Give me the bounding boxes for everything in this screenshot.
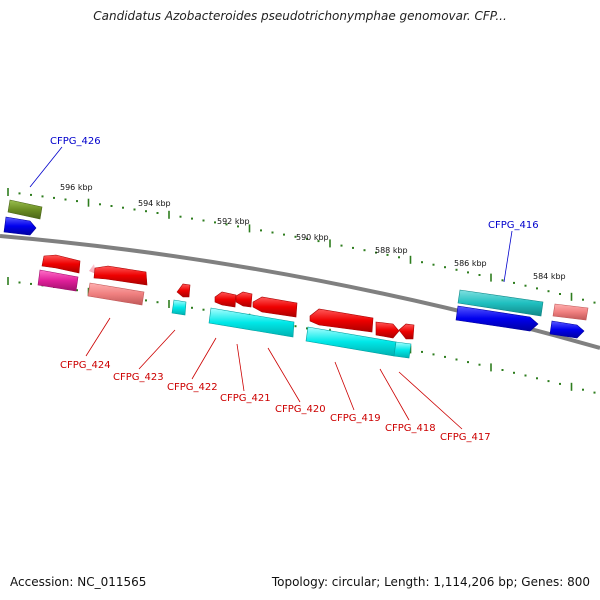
gene-red-2[interactable]	[93, 265, 148, 286]
tick-label: 590 kbp	[296, 233, 329, 242]
tick-label: 594 kbp	[138, 199, 171, 208]
gene-red-6[interactable]	[252, 296, 298, 318]
gene-label-cfpg-419[interactable]: CFPG_419	[330, 413, 381, 424]
gene-cyan-1[interactable]	[171, 299, 187, 316]
gene-red-5[interactable]	[235, 291, 253, 308]
accession-text: Accession: NC_011565	[10, 575, 147, 589]
gene-label-cfpg-421[interactable]: CFPG_421	[220, 393, 271, 404]
gene-label-cfpg-423[interactable]: CFPG_423	[113, 372, 164, 383]
gene-salmon-right[interactable]	[552, 303, 589, 321]
tick-label: 592 kbp	[217, 217, 250, 226]
topology-summary: Topology: circular; Length: 1,114,206 bp…	[271, 575, 590, 589]
tick-label: 588 kbp	[375, 246, 408, 255]
gene-salmon-1[interactable]	[87, 282, 145, 306]
gene-label-cfpg-422[interactable]: CFPG_422	[167, 382, 218, 393]
gene-red-8[interactable]	[375, 321, 400, 339]
gene-olive[interactable]	[7, 199, 43, 220]
gene-blue-right-2[interactable]	[549, 320, 585, 339]
gene-cfpg-416-teal[interactable]	[457, 289, 544, 317]
gene-pink-small[interactable]	[89, 264, 96, 274]
label-leaders	[29, 146, 513, 430]
gene-label-cfpg-417[interactable]: CFPG_417	[440, 432, 491, 443]
gene-red-7[interactable]	[309, 308, 374, 333]
gene-blue-right-1[interactable]	[455, 305, 539, 332]
tick-track-outer	[7, 188, 596, 304]
gene-cyan-2[interactable]	[208, 307, 295, 338]
gene-label-cfpg-424[interactable]: CFPG_424	[60, 360, 111, 371]
gene-cyan-4[interactable]	[393, 341, 412, 359]
gene-cfpg-426[interactable]	[3, 216, 37, 236]
tick-label: 586 kbp	[454, 259, 487, 268]
gene-red-4[interactable]	[214, 291, 237, 308]
gene-red-9[interactable]	[398, 323, 415, 340]
gene-label-cfpg-416[interactable]: CFPG_416	[488, 220, 539, 231]
map-title: Candidatus Azobacteroides pseudotrichony…	[93, 9, 507, 23]
gene-label-cfpg-420[interactable]: CFPG_420	[275, 404, 326, 415]
gene-red-3[interactable]	[176, 283, 191, 298]
gene-red-1[interactable]	[41, 254, 81, 274]
tick-label: 596 kbp	[60, 183, 93, 192]
gene-magenta[interactable]	[37, 269, 79, 292]
gene-label-cfpg-418[interactable]: CFPG_418	[385, 423, 436, 434]
tick-label: 584 kbp	[533, 272, 566, 281]
gene-label-cfpg-426[interactable]: CFPG_426	[50, 136, 101, 147]
